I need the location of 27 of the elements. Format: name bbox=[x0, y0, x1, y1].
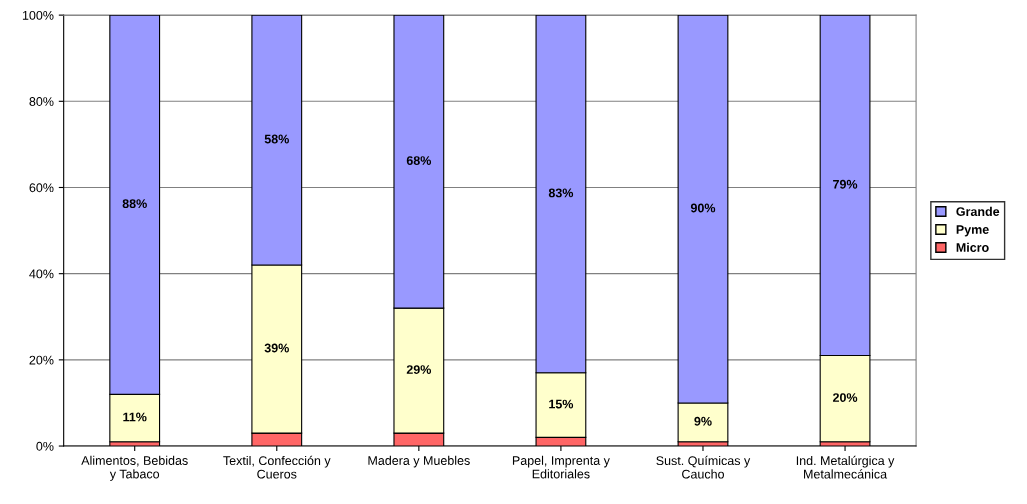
y-tick-label: 60% bbox=[29, 183, 54, 193]
data-label: 88% bbox=[122, 199, 147, 209]
data-label: 29% bbox=[406, 365, 432, 374]
y-tick-label: 80% bbox=[29, 97, 54, 106]
y-tick-label: 0% bbox=[36, 441, 54, 451]
x-tick-label: Papel, Imprenta y Editoriales bbox=[512, 455, 610, 479]
data-label: 79% bbox=[833, 179, 858, 189]
data-label: 90% bbox=[690, 203, 716, 213]
data-label: 11% bbox=[123, 412, 147, 422]
y-tick-label: 20% bbox=[29, 355, 54, 365]
legend-label: Grande bbox=[956, 206, 1000, 216]
x-tick-label: Textil, Confección y Cueros bbox=[223, 455, 331, 479]
x-tick-label: Alimentos, Bebidas y Tabaco bbox=[81, 455, 188, 481]
data-label: 68% bbox=[406, 156, 432, 165]
y-tick-label: 40% bbox=[29, 269, 54, 279]
y-tick-label: 100% bbox=[22, 10, 54, 20]
data-label: 20% bbox=[832, 393, 858, 402]
legend-label: Micro bbox=[956, 242, 989, 252]
x-tick-label: Madera y Muebles bbox=[368, 455, 470, 468]
data-label: 58% bbox=[264, 134, 289, 144]
x-tick-label: Ind. Metalúrgica y Metalmecánica bbox=[796, 455, 895, 479]
data-label: 83% bbox=[548, 188, 574, 198]
legend-label: Pyme bbox=[956, 225, 989, 237]
data-label: 9% bbox=[694, 416, 712, 426]
data-label: 15% bbox=[549, 399, 574, 409]
x-tick-label: Sust. Químicas y Caucho bbox=[656, 455, 751, 479]
data-label: 39% bbox=[264, 343, 289, 353]
